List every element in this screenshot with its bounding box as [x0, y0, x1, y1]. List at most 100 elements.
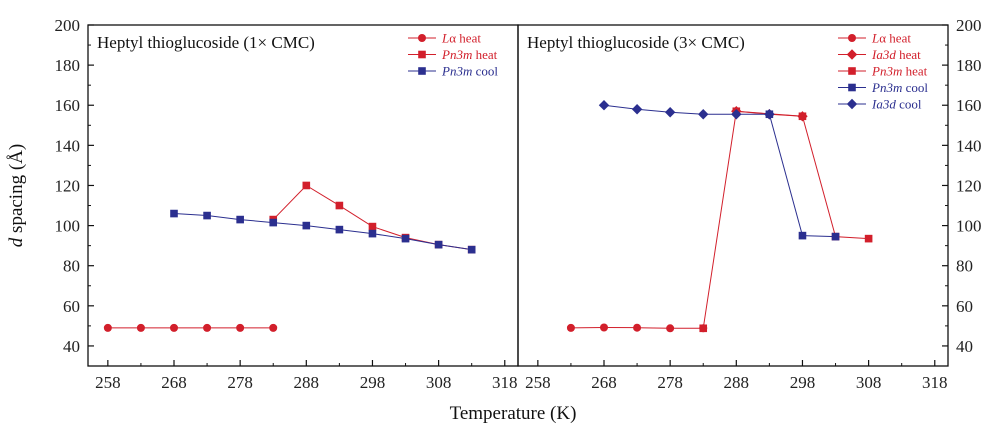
y-tick-label: 140	[956, 136, 982, 155]
data-point	[136, 323, 145, 332]
series-2	[269, 181, 476, 254]
data-point	[566, 323, 575, 332]
data-point	[699, 324, 708, 333]
legend-entry: Ia3d heat	[871, 47, 921, 62]
data-point	[633, 323, 642, 332]
data-point	[170, 323, 178, 332]
data-point	[236, 323, 245, 332]
x-tick-label: 318	[922, 373, 948, 392]
data-point	[269, 323, 278, 332]
x-axis-title: Temperature (K)	[450, 403, 577, 424]
legend-entry: Lα heat	[871, 31, 911, 46]
panel-1: 258 268 278 288 298 308 318 40 60 80 100 120 140 160 1…	[55, 16, 519, 392]
data-point	[302, 181, 311, 190]
y-tick-label: 100	[55, 217, 81, 236]
x-tick-label: 258	[525, 373, 551, 392]
y-tick-label: 140	[55, 136, 81, 155]
data-point	[598, 100, 610, 111]
x-tick-label: 258	[95, 373, 121, 392]
y-tick-label: 80	[63, 257, 80, 276]
data-point	[434, 240, 443, 249]
series-4	[765, 110, 840, 241]
data-point	[831, 232, 840, 241]
data-point	[600, 323, 608, 332]
series-line	[272, 184, 472, 251]
x-tick-label: 318	[492, 373, 518, 392]
data-point	[236, 215, 244, 224]
y-tick-label: 160	[956, 96, 982, 115]
y-tick-label: 60	[956, 297, 973, 316]
series-5	[598, 100, 775, 120]
panel-title: Heptyl thioglucoside (1× CMC)	[97, 33, 315, 52]
data-point	[864, 234, 873, 243]
legend-entry: Ia3d cool	[871, 97, 922, 112]
data-point	[269, 218, 278, 227]
legend-marker	[418, 67, 426, 75]
legend-entry: Pn3m heat	[441, 47, 498, 62]
legend-entry: Lα heat	[441, 31, 481, 46]
x-tick-label: 268	[161, 373, 187, 392]
series-1	[566, 323, 708, 333]
series-line	[768, 114, 836, 238]
series-3	[170, 209, 476, 254]
y-tick-label: 200	[956, 16, 982, 35]
legend-marker	[846, 49, 858, 60]
y-tick-label: 180	[55, 56, 81, 75]
x-tick-label: 298	[360, 373, 386, 392]
plot-frame	[517, 24, 949, 367]
data-point	[335, 201, 344, 210]
x-tick-label: 278	[227, 373, 253, 392]
x-tick-label: 308	[426, 373, 452, 392]
legend-marker	[418, 34, 426, 42]
y-tick-label: 120	[956, 176, 982, 195]
y-tick-label: 200	[55, 16, 81, 35]
data-point	[764, 109, 775, 120]
data-point	[664, 107, 676, 118]
x-tick-label: 278	[657, 373, 683, 392]
series-3	[699, 107, 873, 333]
y-tick-label: 160	[55, 96, 81, 115]
x-tick-label: 288	[294, 373, 320, 392]
y-tick-label: 80	[956, 257, 973, 276]
x-tick-label: 298	[790, 373, 816, 392]
data-point	[467, 245, 476, 254]
y-tick-label: 100	[956, 217, 982, 236]
data-point	[203, 211, 211, 220]
y-tick-label: 120	[55, 176, 81, 195]
x-tick-label: 288	[724, 373, 750, 392]
y-tick-label: 60	[63, 297, 80, 316]
data-point	[731, 109, 742, 120]
data-point	[368, 229, 377, 238]
data-point	[103, 323, 112, 332]
data-point	[335, 225, 344, 234]
data-point	[368, 222, 377, 231]
series-1	[103, 323, 278, 332]
data-point	[401, 234, 410, 243]
x-tick-label: 308	[856, 373, 882, 392]
data-point	[666, 324, 675, 333]
x-tick-label: 268	[591, 373, 617, 392]
panel-title: Heptyl thioglucoside (3× CMC)	[527, 33, 745, 52]
legend-entry: Pn3m cool	[871, 80, 928, 95]
series-line	[173, 213, 472, 251]
legend-marker	[848, 34, 856, 42]
data-point	[203, 323, 212, 332]
y-tick-label: 40	[956, 337, 973, 356]
data-point	[631, 104, 643, 115]
y-axis-title: d spacing (Å)	[6, 144, 27, 247]
panel-2: 258 268 278 288 298 308 318 40 60 80 100 120 140 160 1…	[517, 16, 982, 392]
data-point	[302, 221, 311, 230]
data-point	[798, 112, 807, 121]
series-line	[603, 104, 770, 115]
data-point	[798, 231, 807, 240]
data-point	[170, 209, 178, 218]
legend-marker	[846, 98, 858, 110]
series-line	[702, 110, 869, 329]
legend-entry: Pn3m heat	[871, 64, 928, 79]
legend-marker	[848, 67, 856, 75]
y-tick-label: 180	[956, 56, 982, 75]
y-tick-label: 40	[63, 337, 80, 356]
